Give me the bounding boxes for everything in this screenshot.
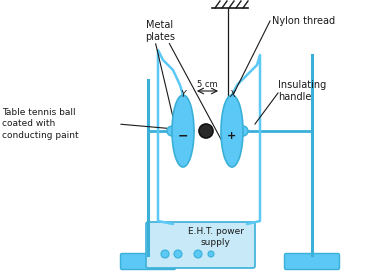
Text: 5 cm: 5 cm — [197, 80, 218, 89]
Circle shape — [194, 250, 202, 258]
Text: −: − — [178, 129, 188, 142]
Text: Y: Y — [180, 90, 186, 99]
Circle shape — [161, 250, 169, 258]
Circle shape — [174, 250, 182, 258]
FancyBboxPatch shape — [285, 253, 339, 269]
Text: X: X — [229, 90, 235, 99]
FancyBboxPatch shape — [121, 253, 175, 269]
Ellipse shape — [167, 126, 177, 136]
Text: Table tennis ball
coated with
conducting paint: Table tennis ball coated with conducting… — [2, 108, 79, 140]
Text: +: + — [227, 131, 237, 141]
Text: Nylon thread: Nylon thread — [272, 16, 335, 26]
Ellipse shape — [238, 126, 248, 136]
FancyBboxPatch shape — [146, 222, 255, 268]
Ellipse shape — [172, 95, 194, 167]
Ellipse shape — [221, 95, 243, 167]
Text: Insulating
handle: Insulating handle — [278, 80, 326, 102]
Text: E.H.T. power
supply: E.H.T. power supply — [187, 227, 243, 247]
Text: Metal
plates: Metal plates — [145, 20, 175, 42]
Circle shape — [208, 251, 214, 257]
Circle shape — [199, 124, 213, 138]
